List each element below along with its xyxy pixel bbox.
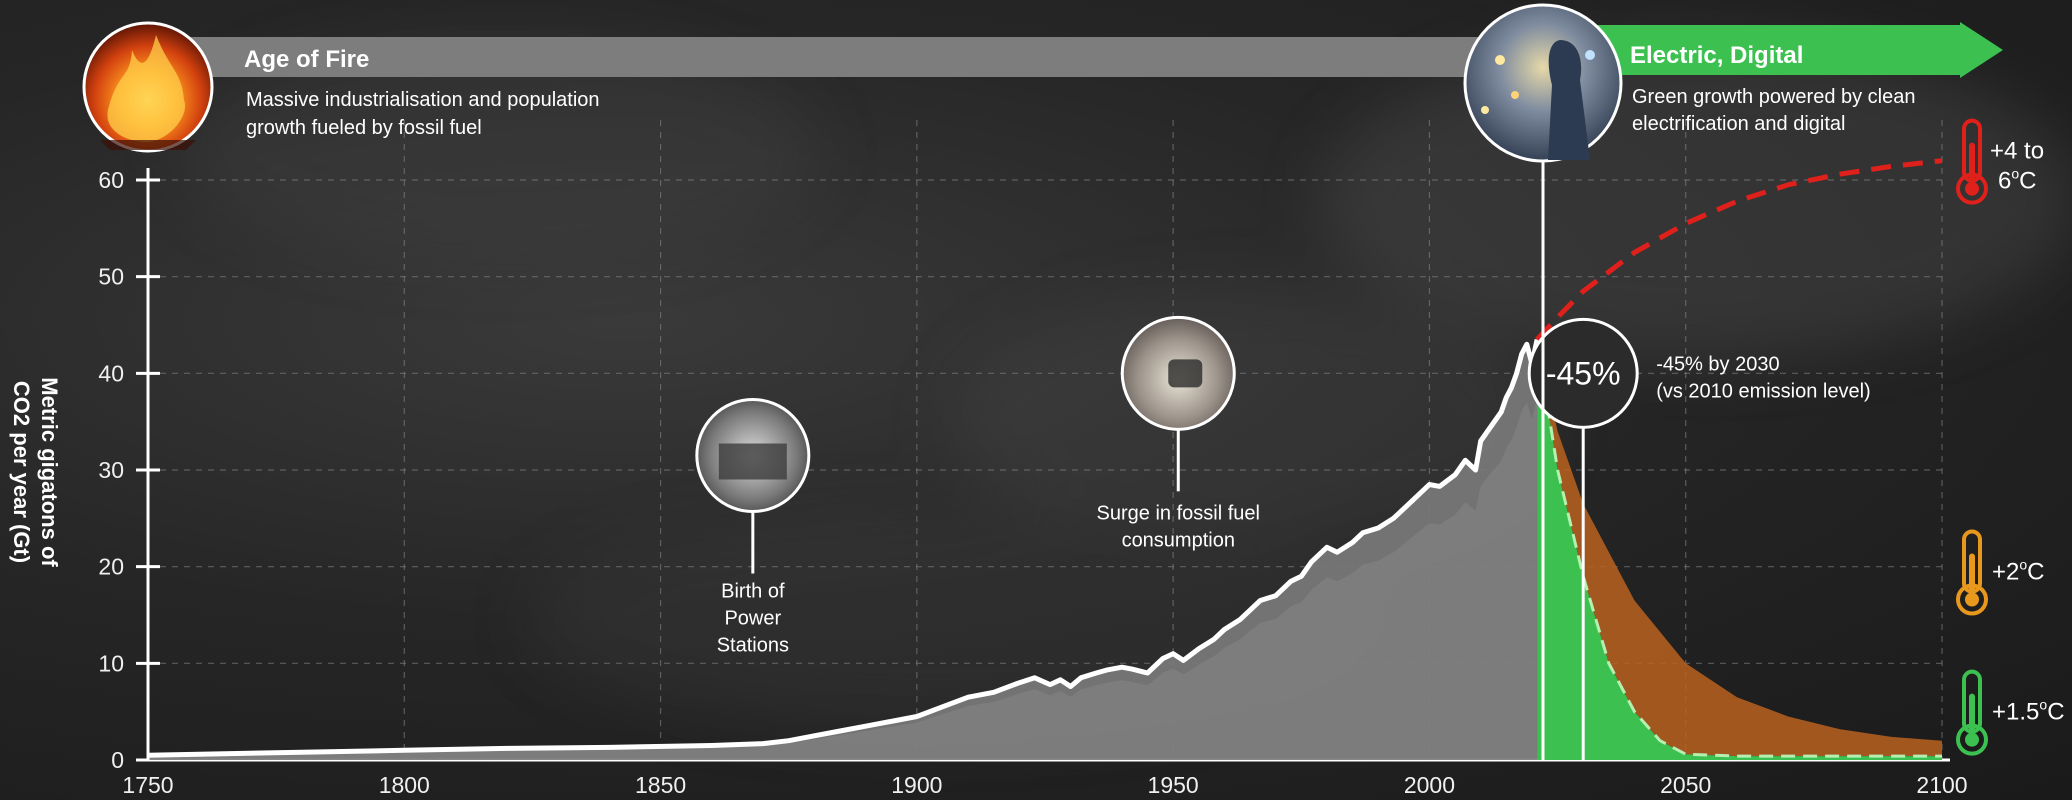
thermometer-outcome-0 <box>1956 118 1988 205</box>
y-axis-label-line1: Metric gigatons of <box>37 377 62 567</box>
power-stations-label: Birth of <box>721 581 785 603</box>
age-of-fire-photo <box>82 21 214 760</box>
y-tick-label: 40 <box>98 360 124 386</box>
x-tick-label: 2050 <box>1660 772 1711 798</box>
thermometer-fill-bulb <box>1965 732 1979 747</box>
power-stations-photo-machinery <box>718 443 787 480</box>
x-tick-label: 1800 <box>379 772 430 798</box>
y-tick-label: 10 <box>98 650 124 676</box>
electric-digital-title: Electric, Digital <box>1630 42 1803 69</box>
fossil-fuel-surge-photo-car <box>1168 359 1203 388</box>
outcome-label-4-to-6c-degrees: 6oC <box>1998 166 2037 195</box>
plus-1-5c-pathway-line <box>1535 339 1942 758</box>
plus-1-5c-pathway-area <box>1537 339 1942 760</box>
y-axis-label-line2: CO2 per year (Gt) <box>9 381 34 563</box>
fossil-fuel-surge-label: Surge in fossil fuel <box>1097 502 1260 524</box>
electric-digital-banner <box>1555 22 2003 78</box>
minus-45-percent-label: (vs 2010 emission level) <box>1656 380 1871 402</box>
power-stations-label: Power <box>724 608 781 630</box>
x-tick-label: 1750 <box>122 772 173 798</box>
minus-45-percent-value: -45% <box>1546 355 1621 391</box>
thermometer-fill-stem <box>1969 142 1975 185</box>
electric-digital-description-line2: electrification and digital <box>1632 113 1845 135</box>
minus-45-percent-circle <box>1527 317 1639 429</box>
age-of-fire-description-line2: growth fueled by fossil fuel <box>246 117 482 139</box>
historical-emissions-area <box>148 339 1538 760</box>
chart-marks: Birth of Power Stations Surge in fossil fue… <box>147 158 1943 760</box>
y-axis-title: Metric gigatons of CO2 per year (Gt) <box>9 377 62 567</box>
electric-digital-photo <box>1463 3 1623 760</box>
outcome-label-2: +1.5oC <box>1992 697 2065 726</box>
thermometer-outcome-1 <box>1956 529 1988 616</box>
x-tick-label: 2000 <box>1404 772 1455 798</box>
thermometer-fill-bulb <box>1965 181 1979 196</box>
outcome-label-1: +2oC <box>1992 557 2045 586</box>
y-tick-label: 20 <box>98 554 124 580</box>
historical-emissions-line <box>147 338 1540 758</box>
x-tick-label: 2100 <box>1916 772 1967 798</box>
y-tick-label: 60 <box>98 167 124 193</box>
age-of-fire-description-line1: Massive industrialisation and population <box>246 89 600 111</box>
thermometer-fill-stem <box>1969 553 1975 596</box>
fossil-fuel-surge-label: consumption <box>1122 529 1235 551</box>
age-of-fire-title: Age of Fire <box>244 46 369 73</box>
power-stations-label: Stations <box>717 635 789 657</box>
y-tick-label: 50 <box>98 264 124 290</box>
thermometer-fill-bulb <box>1965 592 1979 607</box>
plus-2c-pathway-area <box>1537 339 1942 757</box>
x-tick-label: 1850 <box>635 772 686 798</box>
business-as-usual-line <box>1535 158 1943 342</box>
minus-45-percent-label: -45% by 2030 <box>1656 353 1779 375</box>
thermometer-outcome-2 <box>1956 669 1988 756</box>
thermometer-fill-stem <box>1969 693 1975 736</box>
x-tick-label: 1950 <box>1148 772 1199 798</box>
age-of-fire-banner <box>150 37 1550 77</box>
x-tick-label: 1900 <box>891 772 942 798</box>
outcome-label-4-to-6c: +4 to <box>1990 138 2044 165</box>
y-tick-label: 0 <box>111 747 124 773</box>
y-tick-label: 30 <box>98 457 124 483</box>
electric-digital-description-line1: Green growth powered by clean <box>1632 86 1916 108</box>
historical-area-inner-band <box>148 398 1538 760</box>
